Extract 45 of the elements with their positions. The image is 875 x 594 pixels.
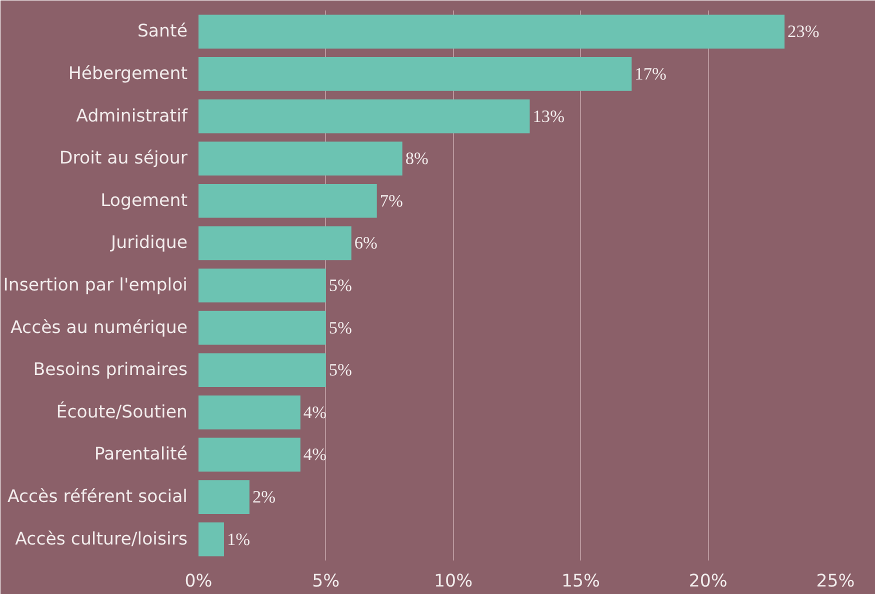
x-tick-label: 0% <box>184 572 212 592</box>
x-tick-label: 20% <box>688 572 728 592</box>
y-tick-label: Santé <box>137 22 188 42</box>
x-tick-label: 5% <box>312 572 340 592</box>
data-label: 2% <box>252 488 276 507</box>
y-tick-label: Écoute/Soutien <box>56 400 188 422</box>
data-label: 4% <box>303 402 327 422</box>
y-tick-label: Accès référent social <box>7 487 188 508</box>
x-tick-label: 10% <box>434 572 473 592</box>
data-label: 13% <box>532 106 565 126</box>
bar <box>198 268 326 302</box>
bar <box>198 99 530 134</box>
bar <box>198 226 352 260</box>
bar <box>198 14 785 49</box>
x-tick-label: 25% <box>816 572 855 592</box>
data-label: 5% <box>328 276 352 295</box>
data-label: 7% <box>380 191 403 210</box>
data-label: 8% <box>405 149 428 168</box>
y-tick-label: Logement <box>100 190 188 211</box>
data-label: 5% <box>328 360 352 380</box>
bar <box>198 396 300 430</box>
y-tick-label: Parentalité <box>94 444 188 465</box>
y-tick-label: Accès au numérique <box>10 318 188 338</box>
data-label: 6% <box>354 234 378 253</box>
bar <box>198 57 632 91</box>
data-label: 5% <box>328 318 352 338</box>
data-label: 17% <box>634 64 666 84</box>
bar <box>198 438 300 472</box>
y-tick-label: Besoins primaires <box>33 360 188 380</box>
y-tick-label: Juridique <box>110 233 188 254</box>
y-tick-label: Droit au séjour <box>59 148 188 169</box>
y-tick-label: Accès culture/loisirs <box>15 529 188 550</box>
bar <box>198 310 326 345</box>
y-tick-label: Hébergement <box>68 64 188 84</box>
data-label: 23% <box>788 22 820 42</box>
bar <box>198 184 377 218</box>
y-tick-label: Administratif <box>76 106 188 126</box>
x-tick-label: 15% <box>561 572 600 592</box>
bar <box>198 480 250 514</box>
data-label: 4% <box>303 445 327 464</box>
bar <box>198 353 326 388</box>
bar <box>198 522 224 556</box>
y-tick-label: Insertion par l'emploi <box>3 276 188 296</box>
data-label: 1% <box>226 530 250 549</box>
bar <box>198 142 402 176</box>
